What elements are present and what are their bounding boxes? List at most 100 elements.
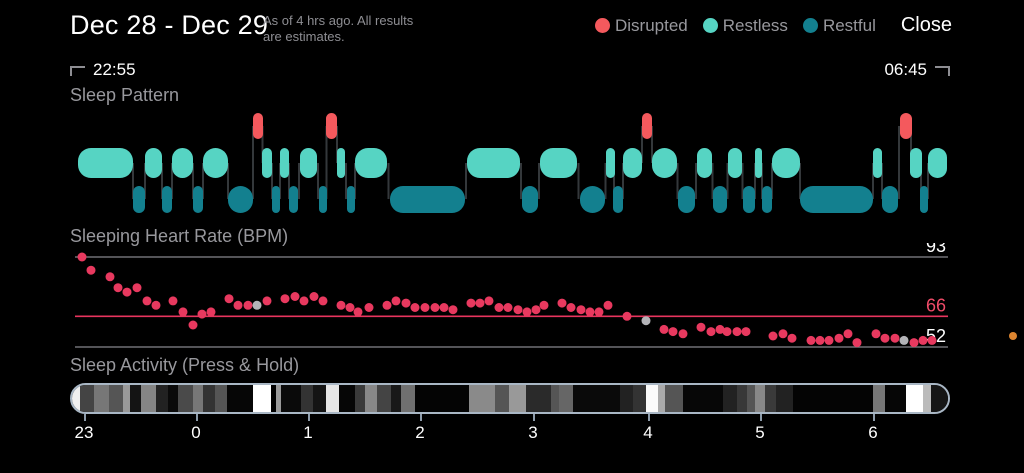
activity-band <box>765 385 776 412</box>
activity-band <box>377 385 391 412</box>
sleep-segment-restless <box>172 148 193 178</box>
sleep-activity-strip[interactable] <box>70 383 950 414</box>
activity-band <box>633 385 646 412</box>
activity-band <box>141 385 156 412</box>
activity-band <box>755 385 765 412</box>
sleep-segment-restless <box>262 148 272 178</box>
hr-point <box>430 303 440 312</box>
hr-point <box>382 300 392 310</box>
hr-point <box>503 303 513 312</box>
hr-point <box>243 300 253 310</box>
hr-point <box>622 311 632 321</box>
hr-point <box>197 309 207 319</box>
activity-band <box>313 385 326 412</box>
hr-point <box>151 300 161 310</box>
gridline-label-93: 93 <box>926 243 946 256</box>
sleep-segment-disrupted <box>642 113 652 139</box>
hr-point <box>852 338 862 348</box>
sleep-segment-restless <box>728 148 742 178</box>
sleep-segment-restful <box>133 186 145 213</box>
hr-point <box>391 296 401 306</box>
hr-point <box>722 327 732 337</box>
hr-point <box>466 298 476 308</box>
sleep-pattern-chart[interactable] <box>70 107 950 214</box>
activity-band <box>573 385 620 412</box>
sleep-segment-disrupted <box>253 113 263 139</box>
sleep-segment-restless <box>203 148 228 178</box>
hr-point <box>290 292 300 301</box>
activity-band <box>401 385 415 412</box>
activity-band <box>326 385 339 412</box>
hr-point <box>890 333 900 343</box>
legend-item-restful: Restful <box>802 16 876 36</box>
close-button[interactable]: Close <box>900 14 952 36</box>
activity-band <box>215 385 227 412</box>
activity-band <box>178 385 193 412</box>
sleep-segment-restful <box>613 186 623 213</box>
sleep-segment-restless <box>145 148 162 178</box>
activity-band <box>665 385 683 412</box>
hr-point <box>280 294 290 304</box>
sleep-segment-restful <box>272 186 280 213</box>
sleep-segment-restless <box>78 148 133 178</box>
legend-label: Restless <box>722 15 788 35</box>
activity-band <box>193 385 203 412</box>
orange-dot-marker <box>1009 332 1017 340</box>
activity-band <box>123 385 130 412</box>
hr-point <box>880 333 890 343</box>
hour-tick <box>84 414 86 421</box>
activity-band <box>415 385 469 412</box>
sleep-segment-restful <box>289 186 298 213</box>
hr-point <box>778 329 788 339</box>
sleep-segment-restless <box>928 148 947 178</box>
hour-label-2: 2 <box>415 423 425 442</box>
hr-point <box>843 329 853 339</box>
hour-tick <box>648 414 650 421</box>
hr-point <box>918 335 928 345</box>
legend-dot-disrupted-icon <box>594 18 610 33</box>
sleep-start-marker: 22:55 <box>70 60 136 80</box>
hr-point <box>318 296 328 306</box>
hr-point <box>715 324 725 334</box>
hr-point <box>206 307 216 317</box>
hr-point <box>178 307 188 317</box>
legend-items: Disrupted Restless Restful <box>594 15 876 36</box>
sleep-segment-restful <box>319 186 327 213</box>
hour-tick <box>533 414 535 421</box>
page-title: Dec 28 - Dec 29 <box>70 10 269 40</box>
sleep-segment-restless <box>280 148 289 178</box>
subtitle-line-2: are estimates. <box>263 29 345 44</box>
hr-point <box>576 305 586 315</box>
hr-point <box>909 338 919 348</box>
activity-band <box>873 385 885 412</box>
hour-label-0: 0 <box>191 423 201 442</box>
hour-tick <box>308 414 310 421</box>
hr-point <box>787 333 797 343</box>
heart-rate-label: Sleeping Heart Rate (BPM) <box>70 226 289 246</box>
activity-band <box>271 385 276 412</box>
activity-band <box>658 385 665 412</box>
sleep-pattern-label: Sleep Pattern <box>70 85 180 105</box>
sleep-segment-restless <box>652 148 677 178</box>
hr-point <box>224 294 234 304</box>
hr-point <box>410 303 420 312</box>
sleep-segment-restless <box>300 148 317 178</box>
hr-point <box>122 287 132 297</box>
activity-band <box>281 385 301 412</box>
activity-band <box>156 385 168 412</box>
activity-band <box>683 385 723 412</box>
activity-band <box>906 385 923 412</box>
hr-point <box>113 283 123 293</box>
sleep-segment-restless <box>910 148 922 178</box>
activity-band <box>559 385 573 412</box>
hr-point <box>513 305 523 315</box>
subtitle: As of 4 hrs ago. All results are estimat… <box>263 13 413 45</box>
sleep-segment-restful <box>882 186 898 213</box>
activity-band <box>469 385 495 412</box>
hr-point <box>594 307 604 317</box>
hr-point <box>899 335 909 345</box>
activity-band <box>203 385 215 412</box>
activity-band <box>355 385 365 412</box>
sleep-segment-disrupted <box>900 113 912 139</box>
